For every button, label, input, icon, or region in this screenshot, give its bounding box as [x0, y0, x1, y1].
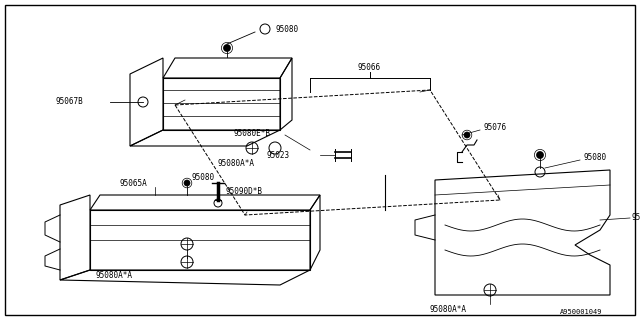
Text: 95080: 95080	[275, 25, 298, 34]
Text: 95090D*B: 95090D*B	[225, 188, 262, 196]
Circle shape	[223, 44, 230, 52]
Text: 95080A*A: 95080A*A	[95, 270, 132, 279]
Text: 95080A*A: 95080A*A	[430, 306, 467, 315]
Text: 95065A: 95065A	[120, 179, 148, 188]
Text: 95080: 95080	[192, 173, 215, 182]
Text: 95067B: 95067B	[55, 98, 83, 107]
Text: 95066: 95066	[357, 62, 380, 71]
Text: 95080: 95080	[583, 154, 606, 163]
Text: 95023: 95023	[267, 150, 290, 159]
Circle shape	[536, 151, 543, 158]
Circle shape	[464, 132, 470, 138]
Text: 95080A*A: 95080A*A	[218, 158, 255, 167]
Text: 95067C: 95067C	[632, 213, 640, 222]
Text: 95080E*B: 95080E*B	[233, 129, 270, 138]
Text: A950001049: A950001049	[560, 309, 602, 315]
Text: 95076: 95076	[483, 124, 506, 132]
Circle shape	[184, 180, 190, 186]
